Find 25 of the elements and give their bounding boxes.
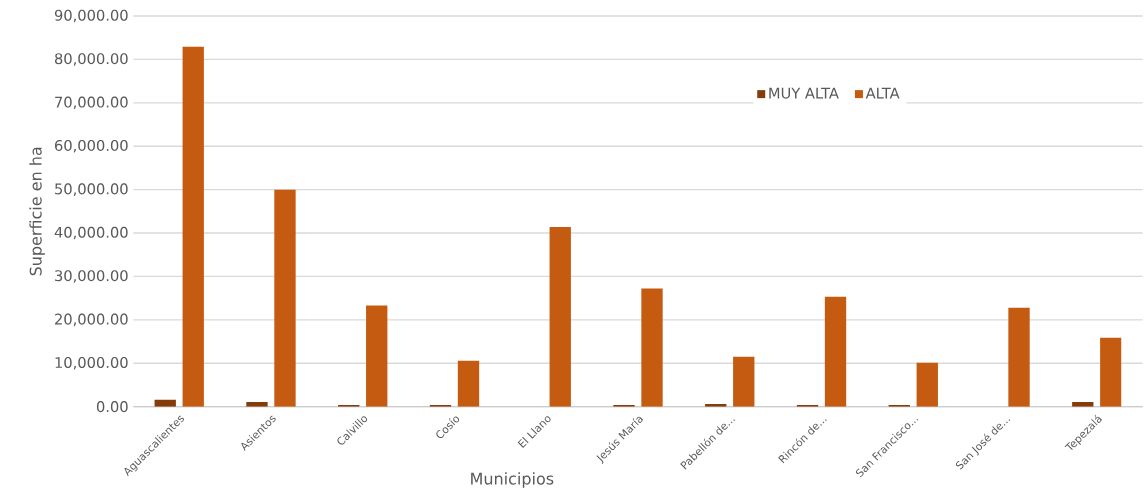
y-tick-label: 0.00 [96, 401, 128, 413]
bar [182, 46, 204, 407]
bar [366, 305, 388, 407]
legend-label: MUY ALTA [769, 87, 839, 99]
bar [824, 296, 847, 407]
y-tick-label: 90,000.00 [54, 9, 128, 23]
y-axis-title: Superficie en ha [29, 147, 45, 276]
y-tick-label: 70,000.00 [55, 96, 128, 110]
y-tick-label: 10,000.00 [55, 356, 128, 370]
y-tick-label: 20,000.00 [55, 313, 128, 327]
legend-label: ALTA [865, 87, 900, 99]
bar [916, 362, 938, 407]
bar [274, 189, 296, 407]
y-tick-label: 30,000.00 [55, 270, 128, 283]
y-tick-label: 60,000.00 [55, 139, 128, 153]
y-tick-label: 50,000.00 [55, 183, 128, 196]
y-tick-label: 80,000.00 [55, 53, 128, 66]
bar [641, 288, 663, 407]
bar [457, 360, 480, 407]
bar [549, 226, 571, 407]
y-tick-label: 40,000.00 [54, 226, 128, 240]
bar [1100, 337, 1122, 407]
bar [733, 356, 755, 407]
x-axis-title: Municipios [471, 472, 554, 488]
bar [1008, 307, 1030, 407]
